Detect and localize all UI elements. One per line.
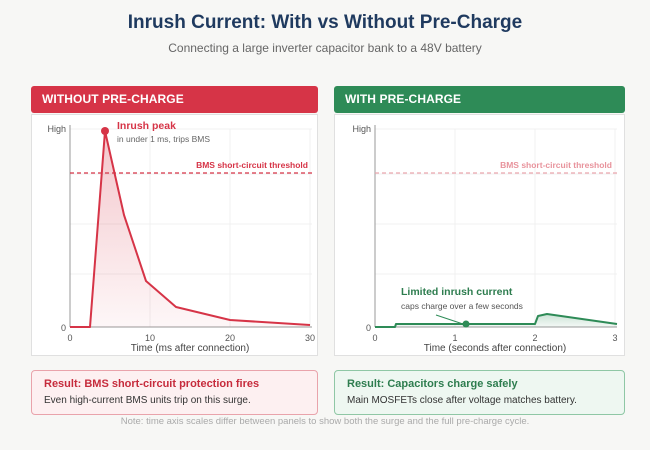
page-title: Inrush Current: With vs Without Pre-Char…	[127, 12, 523, 33]
x-tick-2: 2	[532, 333, 537, 343]
y-label-high: High	[47, 124, 66, 134]
grid-lines	[375, 128, 617, 327]
x-tick-1: 1	[452, 333, 457, 343]
result-title: Result: Capacitors charge safely	[347, 378, 518, 390]
result-card-with-precharge: Result: Capacitors charge safely Main MO…	[334, 370, 625, 415]
inrush-area	[70, 131, 310, 327]
result-body: Main MOSFETs close after voltage matches…	[347, 395, 577, 406]
result-card-without-precharge: Result: BMS short-circuit protection fir…	[31, 370, 318, 415]
x-tick-3: 3	[612, 333, 617, 343]
x-axis-label: Time (seconds after connection)	[424, 343, 566, 354]
panel-heading-without-precharge: WITHOUT PRE-CHARGE	[31, 86, 318, 113]
precharge-curve	[375, 313, 618, 328]
limited-marker	[462, 320, 470, 328]
x-tick-0: 0	[372, 333, 377, 343]
y-label-zero: 0	[366, 323, 371, 333]
peak-marker	[101, 127, 109, 135]
panel-heading-with-precharge: WITH PRE-CHARGE	[334, 86, 625, 113]
x-tick-0: 0	[67, 333, 72, 343]
inrush-curve	[70, 130, 311, 328]
y-label-zero: 0	[61, 323, 66, 333]
threshold-label: BMS short-circuit threshold	[500, 160, 612, 170]
chart-without-precharge: High 0 0 10 20 30 Time (ms after connect…	[47, 120, 315, 354]
limited-label: Limited inrush current	[401, 286, 513, 298]
result-title: Result: BMS short-circuit protection fir…	[44, 378, 260, 390]
threshold-label: BMS short-circuit threshold	[196, 160, 308, 170]
y-label-high: High	[352, 124, 371, 134]
result-body: Even high-current BMS units trip on this…	[44, 395, 251, 406]
chart-panel-with-precharge: High 0 0 1 2 3 Time (seconds after conne…	[334, 114, 625, 356]
footnote: Note: time axis scales differ between pa…	[120, 416, 530, 427]
chart-panel-without-precharge: High 0 0 10 20 30 Time (ms after connect…	[31, 114, 318, 356]
precharge-area	[375, 314, 617, 327]
limited-note: caps charge over a few seconds	[401, 301, 523, 311]
x-tick-30: 30	[305, 333, 315, 343]
page-subtitle: Connecting a large inverter capacitor ba…	[168, 41, 482, 55]
x-tick-20: 20	[225, 333, 235, 343]
chart-with-precharge: High 0 0 1 2 3 Time (seconds after conne…	[352, 124, 618, 354]
peak-label: Inrush peak	[117, 120, 176, 132]
peak-note: in under 1 ms, trips BMS	[117, 134, 210, 144]
callout-leader	[435, 314, 464, 325]
x-axis-label: Time (ms after connection)	[131, 343, 250, 354]
x-tick-10: 10	[145, 333, 155, 343]
